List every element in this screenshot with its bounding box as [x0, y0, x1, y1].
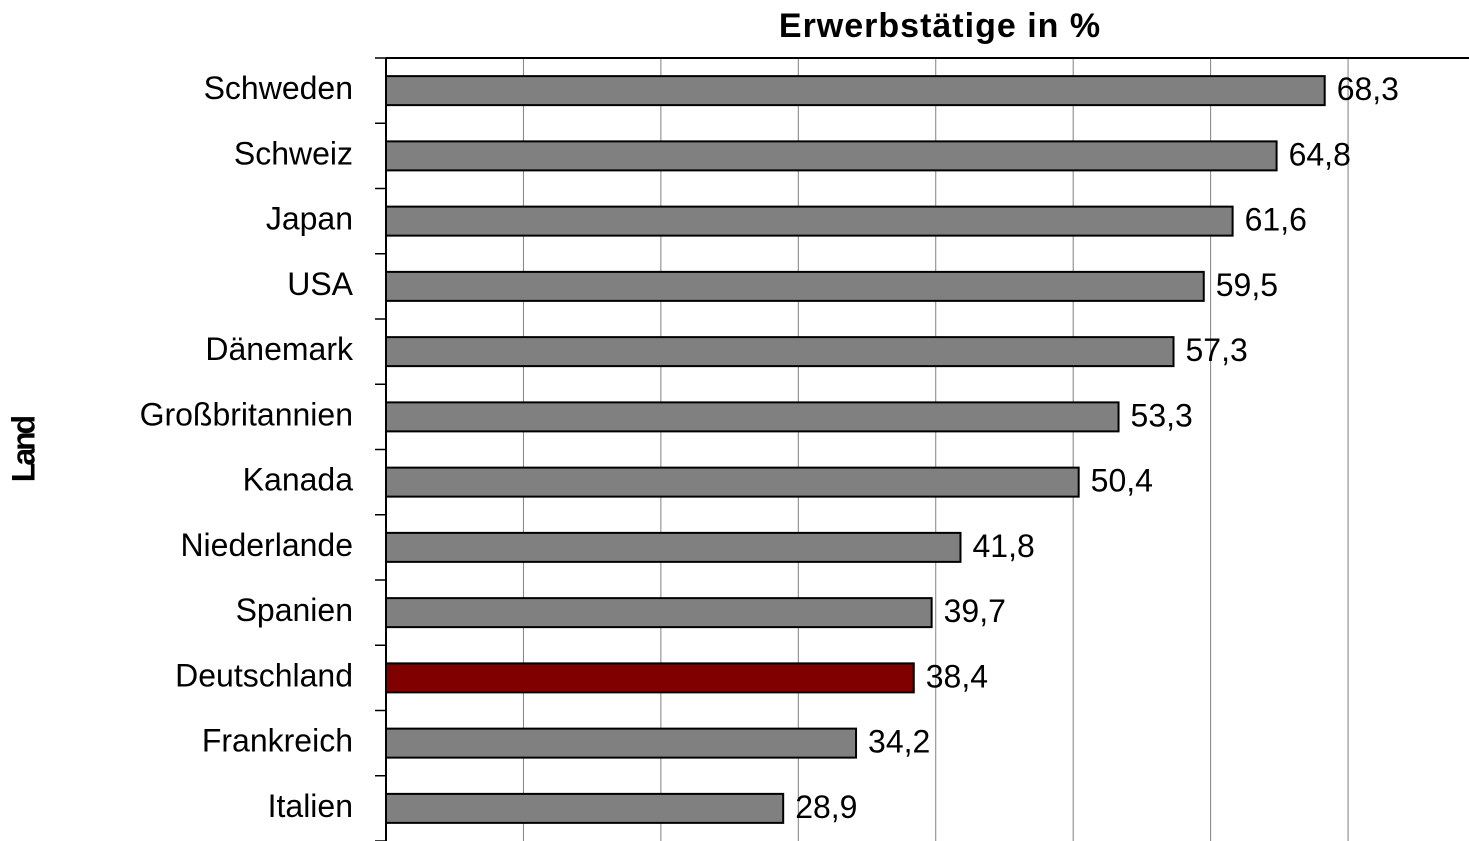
bar [385, 140, 1278, 172]
y-tick-label: Schweiz [234, 135, 353, 171]
chart-title: Erwerbstätige in % [779, 7, 1101, 45]
bar [385, 531, 962, 563]
value-label: 68,3 [1337, 71, 1399, 107]
value-label: 41,8 [972, 528, 1034, 564]
y-tick-label: Deutschland [175, 657, 353, 693]
y-tick-label: Niederlande [180, 527, 353, 563]
value-label: 28,9 [795, 789, 857, 825]
bar [385, 401, 1120, 433]
y-axis-label: Land [5, 416, 41, 482]
y-tick-label: Frankreich [202, 723, 353, 759]
value-label: 61,6 [1245, 202, 1307, 238]
bar [385, 336, 1175, 368]
value-label: 38,4 [926, 658, 988, 694]
bar [385, 792, 785, 824]
y-tick-label: USA [287, 266, 353, 302]
y-tick-label: Japan [266, 201, 353, 237]
y-tick-label: Italien [268, 788, 353, 824]
value-label: 59,5 [1216, 267, 1278, 303]
value-label: 34,2 [868, 724, 930, 760]
bar [385, 75, 1326, 107]
y-tick-label: Schweden [204, 70, 353, 106]
y-tick-label: Großbritannien [140, 396, 353, 432]
y-tick-label: Dänemark [205, 331, 354, 367]
bar [385, 205, 1234, 237]
value-label: 53,3 [1131, 397, 1193, 433]
value-label: 57,3 [1186, 332, 1248, 368]
value-label: 64,8 [1289, 136, 1351, 172]
bar [385, 270, 1205, 302]
y-tick-label: Kanada [243, 462, 354, 498]
value-label: 50,4 [1091, 463, 1153, 499]
y-tick-label: Spanien [236, 592, 353, 628]
bar [385, 597, 933, 629]
value-label: 39,7 [944, 593, 1006, 629]
bar [385, 727, 858, 759]
bar [385, 466, 1080, 498]
bar [385, 662, 915, 694]
